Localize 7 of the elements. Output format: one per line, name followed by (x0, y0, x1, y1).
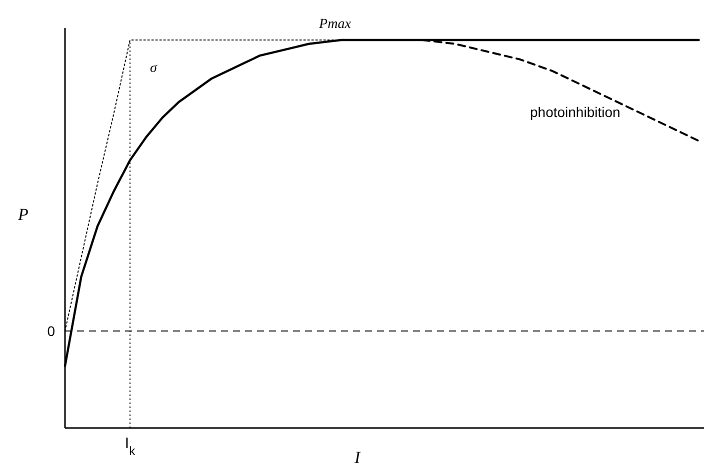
y-axis-title: P (17, 205, 28, 224)
annotation: photoinhibition (530, 104, 620, 120)
x-axis-title: I (354, 448, 362, 467)
annotation: σ (150, 61, 158, 76)
ref-line-label: 0 (47, 323, 56, 339)
text: Pmax (318, 17, 352, 32)
text: I$_{k}$ (124, 435, 136, 458)
